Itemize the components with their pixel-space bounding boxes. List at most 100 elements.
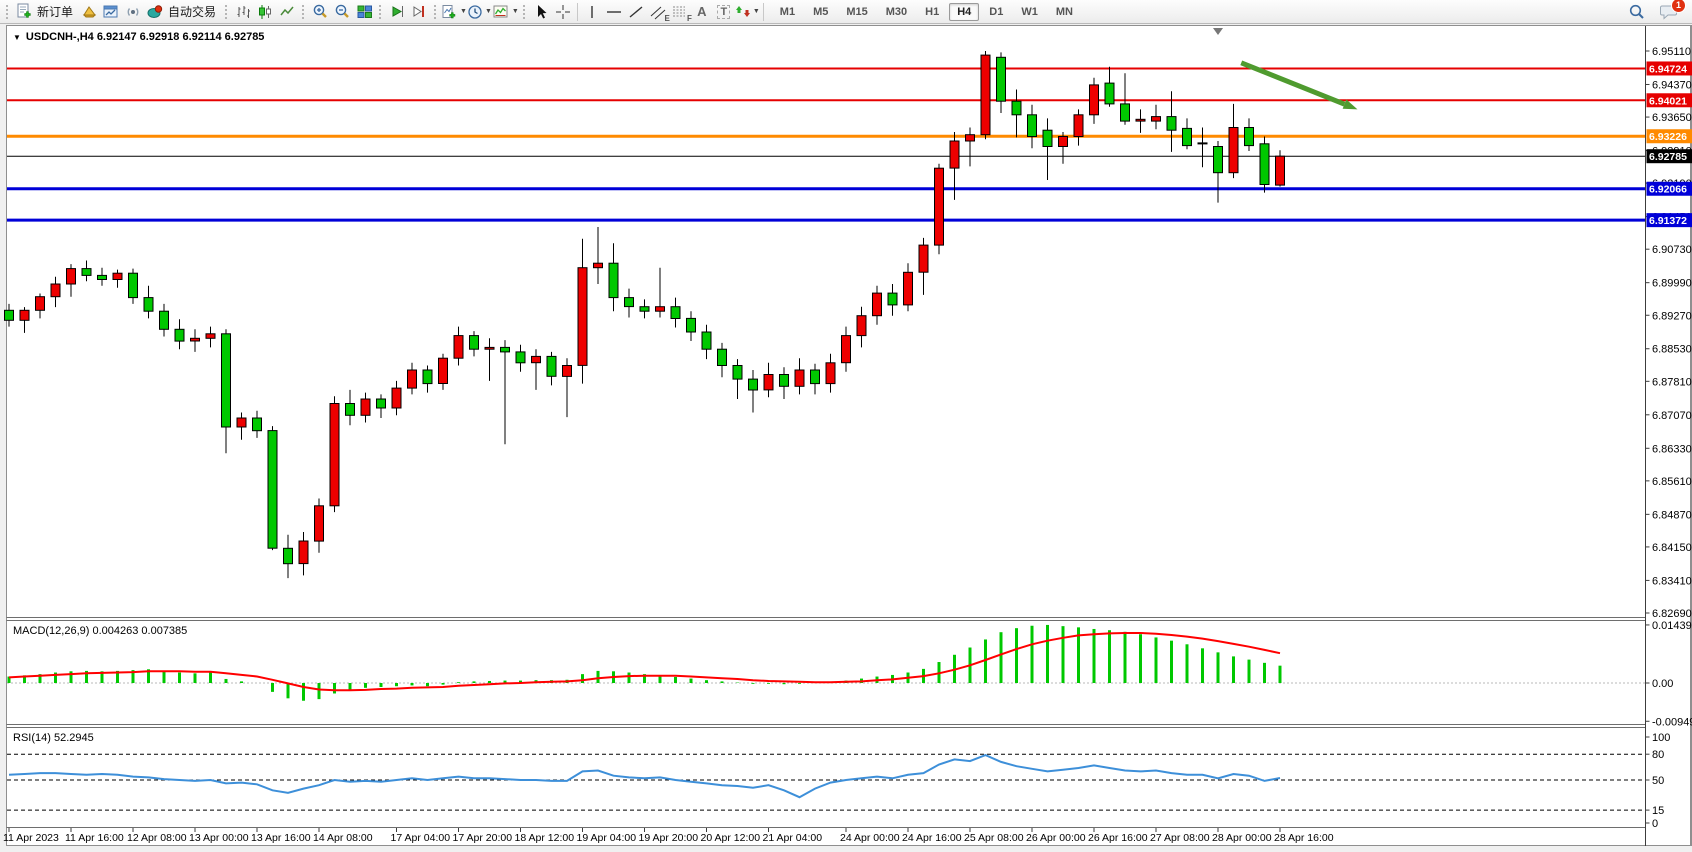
crosshair-tool-button[interactable] <box>552 2 574 22</box>
timeframe-button-M30[interactable]: M30 <box>885 5 908 18</box>
fibonacci-tool-button[interactable]: F <box>669 2 692 23</box>
price-axis-label: 6.84870 <box>1652 509 1692 521</box>
time-axis-label[interactable]: 24 Apr 16:00 <box>902 832 962 844</box>
signals-icon <box>127 7 139 16</box>
trend-arrow-line[interactable] <box>1240 60 1346 107</box>
time-axis-label[interactable]: 20 Apr 12:00 <box>701 832 761 844</box>
candlestick-mode-button[interactable] <box>254 2 276 22</box>
collapse-arrow-icon[interactable]: ▼ <box>13 32 21 42</box>
toolbar-grip[interactable] <box>5 3 10 20</box>
new-order-label[interactable]: 新订单 <box>37 5 74 19</box>
new-order-button[interactable] <box>13 2 35 22</box>
time-axis-label[interactable]: 11 Apr 16:00 <box>65 832 124 844</box>
timeframe-button-D1[interactable]: D1 <box>989 5 1004 18</box>
time-axis-label[interactable]: 28 Apr 00:00 <box>1212 832 1272 844</box>
time-axis-label[interactable]: 18 Apr 12:00 <box>515 832 575 844</box>
time-axis-label[interactable]: 19 Apr 04:00 <box>577 832 637 844</box>
toolbar-grip[interactable] <box>301 3 307 20</box>
time-axis-label[interactable]: 19 Apr 20:00 <box>639 832 699 844</box>
tile-windows-button[interactable] <box>353 2 375 22</box>
time-axis-label[interactable]: 17 Apr 04:00 <box>391 832 451 844</box>
time-axis-label[interactable]: 26 Apr 16:00 <box>1088 832 1148 844</box>
macd-axis-label: 0.00 <box>1652 678 1673 690</box>
candle-body <box>360 398 371 416</box>
timeframe-button-M1[interactable]: M1 <box>779 5 796 18</box>
price-axis-label: 6.95110 <box>1652 46 1691 58</box>
timeframe-button-M15[interactable]: M15 <box>846 5 868 18</box>
fibonacci-f-glyph: F <box>686 13 692 23</box>
price-tag[interactable] <box>1646 61 1692 76</box>
templates-button[interactable]: ▼ <box>492 2 519 22</box>
symbol-ohlc-text: USDCNH-,H4 6.92147 6.92918 6.92114 6.927… <box>25 31 265 43</box>
time-axis-label[interactable]: 13 Apr 00:00 <box>189 832 249 844</box>
market-watch-button[interactable] <box>78 2 100 22</box>
trendline-tool-button[interactable] <box>625 2 647 22</box>
candle-body <box>484 346 495 350</box>
time-axis-label[interactable]: 26 Apr 00:00 <box>1026 832 1086 844</box>
vertical-line-tool-button[interactable] <box>581 2 603 22</box>
price-tag[interactable] <box>1646 181 1692 196</box>
text-label-tool-button[interactable]: T <box>713 2 735 22</box>
time-axis-label[interactable]: 13 Apr 16:00 <box>251 832 311 844</box>
candle-body <box>670 306 681 320</box>
channel-tool-button[interactable]: E <box>647 2 670 23</box>
trend-arrow-head[interactable] <box>1342 99 1358 110</box>
indicators-button[interactable]: ▼ <box>441 2 467 22</box>
timeframe-button-MN[interactable]: MN <box>1055 5 1073 18</box>
time-axis-label[interactable]: 21 Apr 04:00 <box>763 832 823 844</box>
price-tag[interactable] <box>1646 129 1692 144</box>
toolbar-grip[interactable] <box>378 3 384 20</box>
chart-shift-button[interactable] <box>408 2 430 22</box>
chart-window-button[interactable] <box>100 2 122 22</box>
toolbar-grip[interactable] <box>433 3 439 20</box>
toolbar-grip[interactable] <box>521 3 527 20</box>
cursor-tool-button[interactable] <box>530 2 552 22</box>
vertical-line-icon <box>591 5 593 18</box>
time-axis-label[interactable]: 27 Apr 08:00 <box>1150 832 1210 844</box>
toolbar-separator <box>762 2 764 21</box>
time-axis-label[interactable]: 24 Apr 00:00 <box>840 832 900 844</box>
price-axis-label: 6.93650 <box>1652 112 1692 124</box>
text-tool-button[interactable]: A <box>691 2 713 22</box>
bar-chart-mode-button[interactable] <box>232 2 254 22</box>
periods-button[interactable]: ▼ <box>467 2 492 22</box>
time-axis-label[interactable]: 12 Apr 08:00 <box>127 832 187 844</box>
horizontal-line-tool-button[interactable] <box>603 2 625 22</box>
arrows-tool-button[interactable]: ▼ <box>735 2 760 22</box>
auto-scroll-button[interactable] <box>386 2 408 22</box>
rsi-line <box>8 754 1281 799</box>
timeframe-button-H1[interactable]: H1 <box>925 5 940 18</box>
macd-axis-label: -0.009491 <box>1652 716 1692 728</box>
time-axis-label[interactable]: 17 Apr 20:00 <box>453 832 513 844</box>
time-axis-label[interactable]: 11 Apr 2023 <box>3 832 59 844</box>
autotrade-label[interactable]: 自动交易 <box>168 5 217 19</box>
timeframe-button-H4[interactable]: H4 <box>949 2 980 21</box>
time-axis-label[interactable]: 25 Apr 08:00 <box>964 832 1024 844</box>
search-button[interactable] <box>1626 2 1648 22</box>
trendline-icon <box>629 5 643 18</box>
text-tool-glyph: A <box>697 4 707 19</box>
price-tag[interactable] <box>1646 93 1692 108</box>
toolbar-grip[interactable] <box>224 3 230 20</box>
signals-button[interactable] <box>122 2 144 22</box>
candle-body <box>748 378 758 391</box>
autotrade-button[interactable] <box>144 2 166 22</box>
price-tag[interactable] <box>1646 213 1692 228</box>
rsi-axis-label: 15 <box>1652 805 1664 817</box>
price-axis-label: 6.86330 <box>1652 443 1692 455</box>
line-chart-mode-button[interactable] <box>276 2 298 22</box>
time-axis-label[interactable]: 14 Apr 08:00 <box>313 832 373 844</box>
candlestick-series[interactable] <box>4 51 1285 579</box>
new-order-icon <box>17 3 31 18</box>
chart-window[interactable] <box>6 25 1691 846</box>
zoom-in-button[interactable] <box>309 2 331 22</box>
zoom-out-button[interactable] <box>331 2 353 22</box>
candle-body <box>903 271 913 306</box>
time-axis-label[interactable]: 28 Apr 16:00 <box>1274 832 1334 844</box>
price-tag[interactable] <box>1646 149 1692 164</box>
timeframe-button-M5[interactable]: M5 <box>813 5 829 18</box>
zoom-out-icon <box>335 4 349 18</box>
timeframe-button-W1[interactable]: W1 <box>1021 5 1038 18</box>
notifications-button[interactable]: 1 <box>1658 0 1686 22</box>
